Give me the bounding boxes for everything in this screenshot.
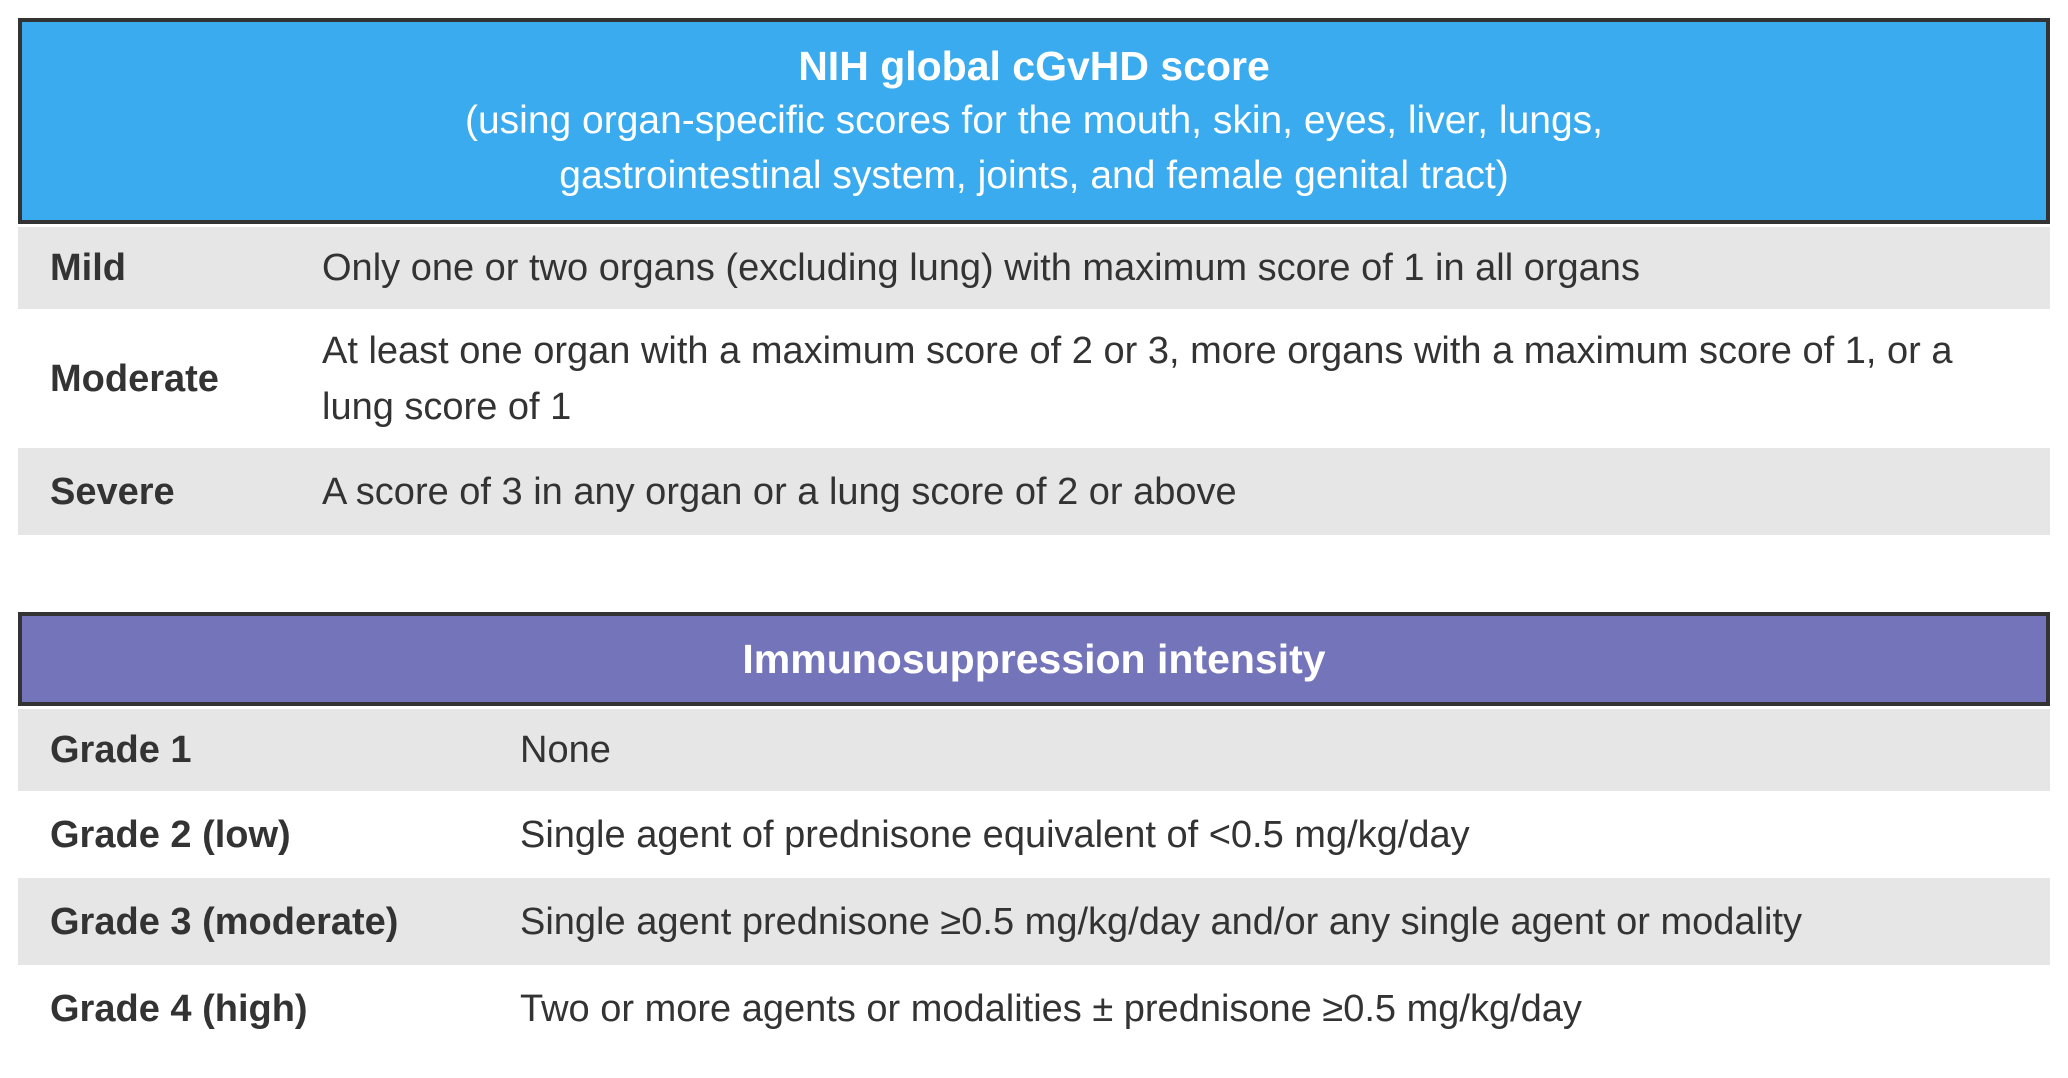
row-text: At least one organ with a maximum score … xyxy=(322,329,1953,428)
header-subtitle: gastrointestinal system, joints, and fem… xyxy=(559,154,1509,197)
row-label: Grade 1 xyxy=(50,729,192,771)
table-header: NIH global cGvHD score (using organ-speci… xyxy=(18,18,2050,224)
row-text: A score of 3 in any organ or a lung scor… xyxy=(322,470,1237,513)
header-title: Immunosuppression intensity xyxy=(742,636,1326,682)
row-label: Grade 4 (high) xyxy=(50,987,308,1030)
row-text: Two or more agents or modalities ± predn… xyxy=(520,987,1582,1030)
row-label: Severe xyxy=(50,470,175,513)
table-body: Grade 1 None Grade 2 (low) Single agent of … xyxy=(18,709,2050,1052)
immunosuppression-table: Immunosuppression intensity Grade 1 None Gr… xyxy=(18,612,2050,1052)
table-row: Mild Only one or two organs (excluding lu… xyxy=(18,227,2050,309)
header-subtitle: (using organ-specific scores for the mou… xyxy=(464,99,1603,142)
row-label: Grade 2 (low) xyxy=(50,813,291,856)
row-label: Grade 3 (moderate) xyxy=(50,900,399,943)
row-label: Mild xyxy=(50,247,126,289)
table-row: Grade 4 (high) Two or more agents or moda… xyxy=(18,965,2050,1052)
row-text: Single agent of prednisone equivalent of… xyxy=(520,813,1470,856)
header-title: NIH global cGvHD score xyxy=(798,43,1270,89)
cgvhd-table: NIH global cGvHD score (using organ-speci… xyxy=(18,18,2050,535)
table-row: Grade 3 (moderate) Single agent prednison… xyxy=(18,878,2050,965)
table-row: Grade 2 (low) Single agent of prednisone … xyxy=(18,791,2050,878)
row-text: Single agent prednisone ≥0.5 mg/kg/day a… xyxy=(520,900,1802,943)
table-row: Moderate At least one organ with a maximu… xyxy=(18,309,2050,448)
table-row: Severe A score of 3 in any organ or a lun… xyxy=(18,448,2050,535)
row-text: Only one or two organs (excluding lung) … xyxy=(322,247,1640,289)
table-row: Grade 1 None xyxy=(18,709,2050,791)
table-header: Immunosuppression intensity xyxy=(18,612,2050,706)
row-label: Moderate xyxy=(50,357,219,400)
row-text: None xyxy=(520,729,611,771)
table-body: Mild Only one or two organs (excluding lu… xyxy=(18,227,2050,535)
